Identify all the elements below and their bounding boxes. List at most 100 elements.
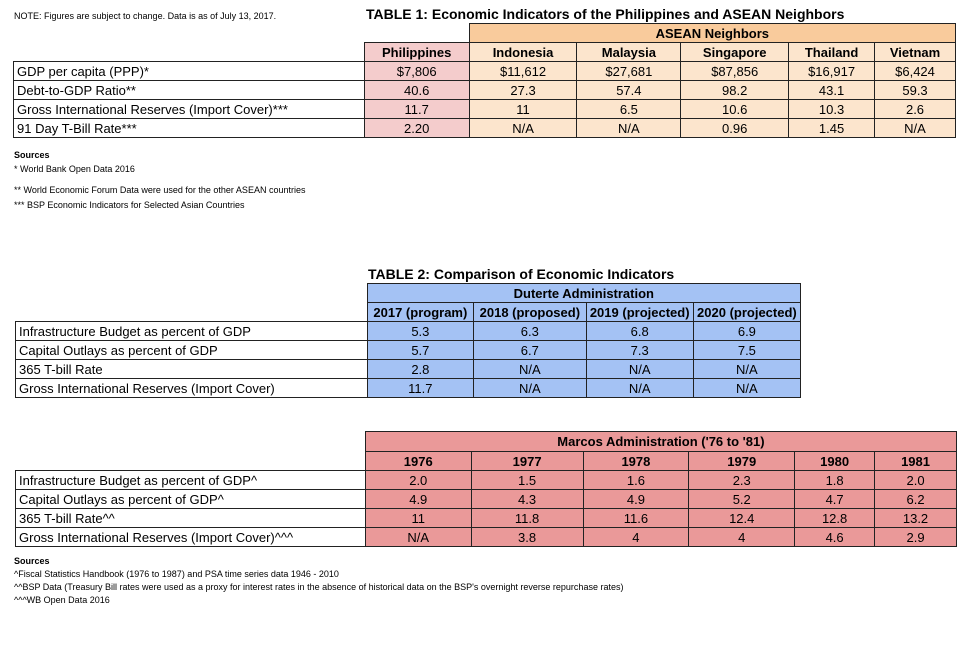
table-cell: N/A (468, 118, 578, 138)
table-cell: 11.7 (366, 378, 475, 398)
row-label: GDP per capita (PPP)* (13, 61, 365, 81)
row-label: Gross International Reserves (Import Cov… (15, 378, 368, 398)
source-line: *** BSP Economic Indicators for Selected… (14, 200, 245, 210)
table-row: Capital Outlays as percent of GDP^ 4.9 4… (15, 489, 957, 509)
table-cell: 1.6 (582, 470, 690, 490)
row-label: Debt-to-GDP Ratio** (13, 80, 365, 100)
table-cell: 6.5 (576, 99, 682, 119)
table-cell: 5.2 (688, 489, 796, 509)
col-singapore: Singapore (680, 42, 790, 62)
asean-group-header: ASEAN Neighbors (468, 23, 957, 43)
table1: ASEAN Neighbors Philippines Indonesia Ma… (13, 23, 957, 138)
table-cell: 4.6 (794, 527, 876, 547)
table-cell: 43.1 (788, 80, 876, 100)
col-vietnam: Vietnam (874, 42, 956, 62)
sources-block-2: Sources ^Fiscal Statistics Handbook (197… (14, 555, 623, 607)
table-cell: 40.6 (363, 80, 470, 100)
col-2019: 2019 (projected) (585, 302, 694, 322)
col-1978: 1978 (582, 451, 690, 471)
table-cell: 27.3 (468, 80, 578, 100)
table-cell: $16,917 (788, 61, 876, 81)
table-cell: 10.6 (680, 99, 790, 119)
col-1980: 1980 (794, 451, 876, 471)
table1-header-row: Philippines Indonesia Malaysia Singapore… (13, 42, 956, 62)
table-row: Gross International Reserves (Import Cov… (15, 378, 802, 398)
source-line: ** World Economic Forum Data were used f… (14, 185, 306, 195)
table-cell: 11.8 (470, 508, 584, 528)
table-cell: 98.2 (680, 80, 790, 100)
table-cell: 11.7 (363, 99, 470, 119)
table-cell: 1.8 (794, 470, 876, 490)
table-cell: 4.9 (364, 489, 472, 509)
table2-header-row: 2017 (program) 2018 (proposed) 2019 (pro… (15, 302, 802, 322)
table-cell: N/A (473, 378, 587, 398)
sources-heading: Sources (14, 556, 50, 566)
table2: Duterte Administration 2017 (program) 20… (15, 283, 802, 398)
source-line: ^Fiscal Statistics Handbook (1976 to 198… (14, 569, 339, 579)
table-cell: 59.3 (874, 80, 956, 100)
table-cell: N/A (692, 359, 802, 379)
table-cell: $87,856 (680, 61, 790, 81)
table-cell: 2.9 (874, 527, 957, 547)
sources-heading: Sources (14, 150, 50, 160)
table3-header-row: 1976 1977 1978 1979 1980 1981 (15, 451, 957, 471)
table-cell: 6.2 (874, 489, 957, 509)
table3: Marcos Administration ('76 to '81) 1976 … (15, 431, 958, 547)
col-thailand: Thailand (788, 42, 876, 62)
table-cell: 2.0 (874, 470, 957, 490)
table-cell: 7.3 (585, 340, 694, 360)
table-cell: $11,612 (468, 61, 578, 81)
row-label: Infrastructure Budget as percent of GDP (15, 321, 368, 341)
table-cell: 4.7 (794, 489, 876, 509)
table1-group-row: ASEAN Neighbors (13, 23, 957, 43)
table-row: Infrastructure Budget as percent of GDP … (15, 321, 802, 341)
table-cell: N/A (364, 527, 472, 547)
table-row: 365 T-bill Rate^^ 11 11.8 11.6 12.4 12.8… (15, 508, 957, 528)
table-cell: 5.7 (366, 340, 475, 360)
row-label: Gross International Reserves (Import Cov… (13, 99, 365, 119)
table3-group-row: Marcos Administration ('76 to '81) (15, 431, 958, 452)
table-row: 91 Day T-Bill Rate*** 2.20 N/A N/A 0.96 … (13, 118, 956, 138)
table-cell: 4.3 (470, 489, 584, 509)
table-cell: 11 (364, 508, 472, 528)
table-cell: $7,806 (363, 61, 470, 81)
table-cell: 6.8 (585, 321, 694, 341)
row-label: Gross International Reserves (Import Cov… (15, 527, 366, 547)
table-row: GDP per capita (PPP)* $7,806 $11,612 $27… (13, 61, 956, 81)
col-philippines: Philippines (363, 42, 470, 62)
col-1977: 1977 (470, 451, 584, 471)
table-cell: 2.3 (688, 470, 796, 490)
table2-title: TABLE 2: Comparison of Economic Indicato… (368, 266, 675, 282)
table-row: Capital Outlays as percent of GDP 5.7 6.… (15, 340, 802, 360)
col-1981: 1981 (874, 451, 957, 471)
table-cell: 13.2 (874, 508, 957, 528)
table-cell: 4 (582, 527, 690, 547)
table-cell: N/A (473, 359, 587, 379)
col-2020: 2020 (projected) (692, 302, 802, 322)
source-line: ^^^WB Open Data 2016 (14, 595, 110, 605)
table-cell: 12.8 (794, 508, 876, 528)
table-cell: 57.4 (576, 80, 682, 100)
table-row: Infrastructure Budget as percent of GDP^… (15, 470, 957, 490)
table-cell: 5.3 (366, 321, 475, 341)
table-cell: 10.3 (788, 99, 876, 119)
row-label: Capital Outlays as percent of GDP^ (15, 489, 366, 509)
row-label: 91 Day T-Bill Rate*** (13, 118, 365, 138)
table-cell: 2.8 (366, 359, 475, 379)
table-cell: N/A (585, 378, 694, 398)
table-cell: 4 (688, 527, 796, 547)
source-line: * World Bank Open Data 2016 (14, 164, 135, 174)
table-cell: 2.6 (874, 99, 956, 119)
row-label: 365 T-bill Rate (15, 359, 368, 379)
duterte-group-header: Duterte Administration (366, 283, 802, 303)
table-cell: 2.0 (364, 470, 472, 490)
table-cell: 2.20 (363, 118, 470, 138)
table-cell: 0.96 (680, 118, 790, 138)
table-cell: 11 (468, 99, 578, 119)
table-cell: 6.9 (692, 321, 802, 341)
table-row: 365 T-bill Rate 2.8 N/A N/A N/A (15, 359, 802, 379)
table-cell: 12.4 (688, 508, 796, 528)
table-cell: N/A (874, 118, 956, 138)
col-1979: 1979 (688, 451, 796, 471)
col-2017: 2017 (program) (366, 302, 475, 322)
